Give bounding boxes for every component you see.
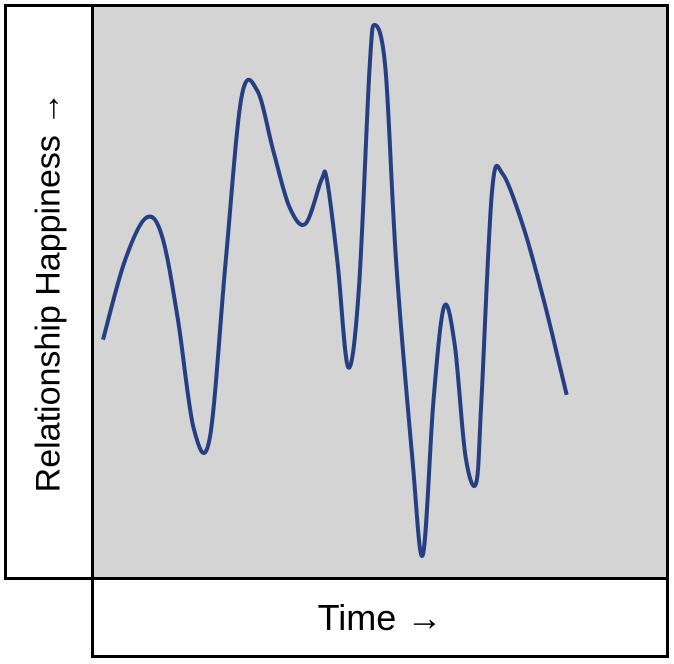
plot-area xyxy=(91,4,669,580)
y-axis-label-panel: Relationship Happiness → xyxy=(4,4,94,580)
y-axis-label: Relationship Happiness → xyxy=(29,91,68,493)
series-line-0 xyxy=(101,23,569,558)
x-axis-label-panel: Time → xyxy=(91,577,669,658)
chart xyxy=(101,23,569,558)
x-axis-label: Time → xyxy=(317,596,443,638)
